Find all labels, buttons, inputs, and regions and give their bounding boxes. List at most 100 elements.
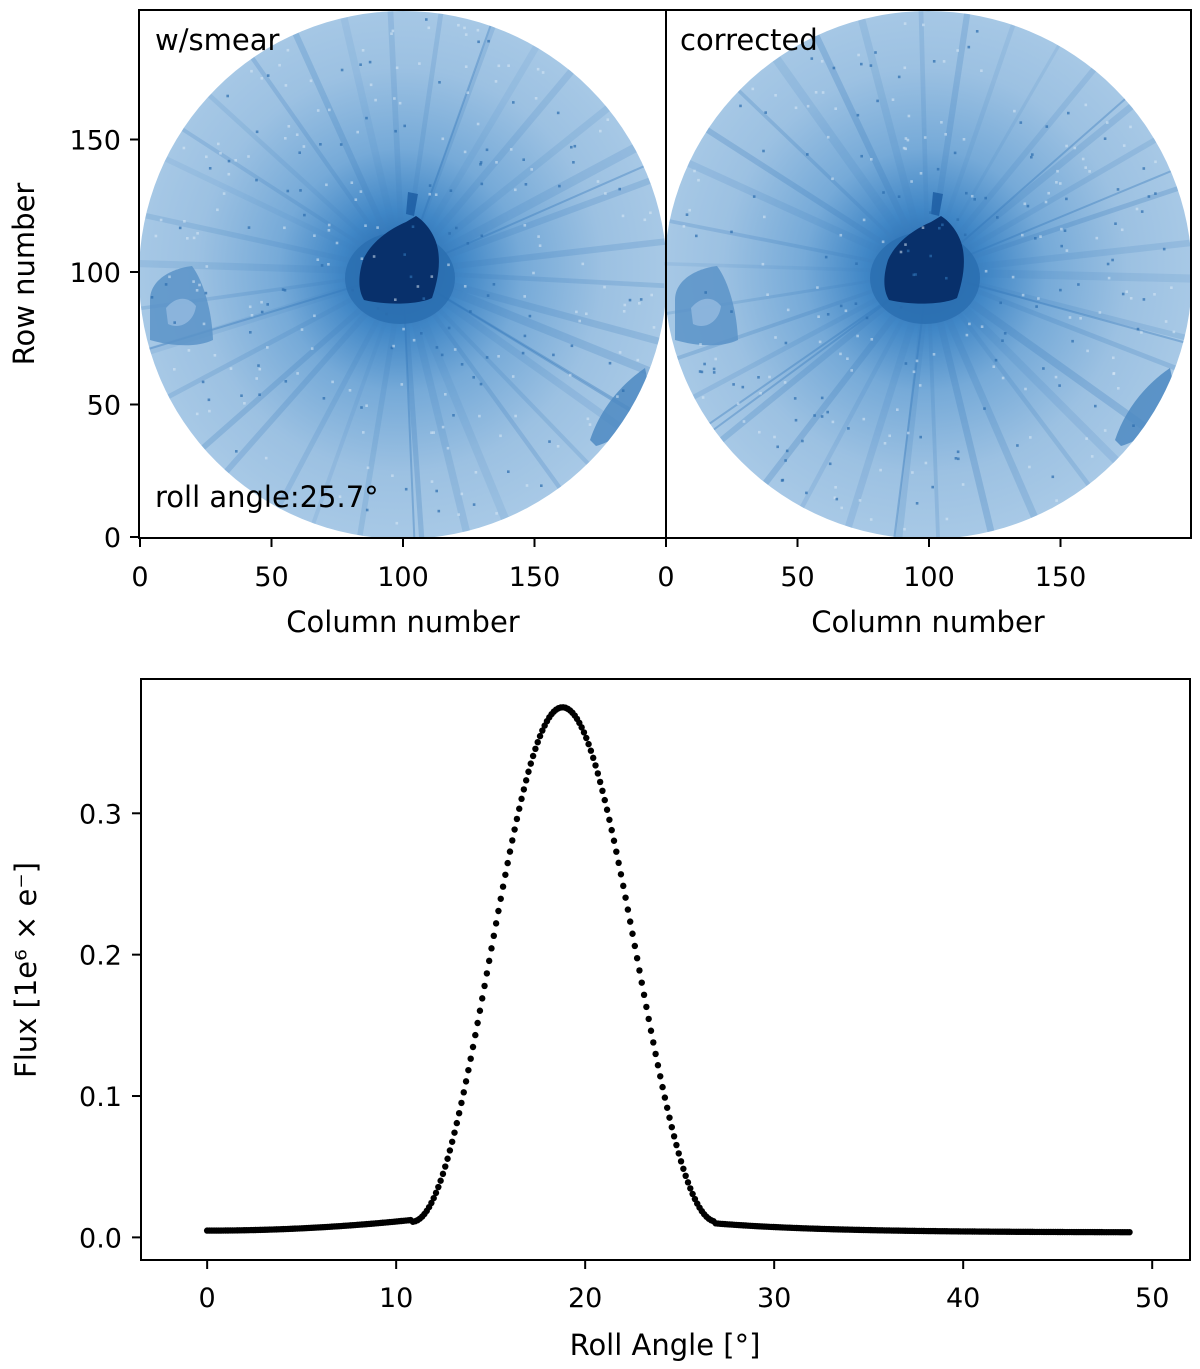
- pixel-speck: [283, 288, 287, 292]
- pixel-speck: [813, 414, 816, 417]
- pixel-speck: [903, 527, 906, 531]
- pixel-speck: [460, 363, 464, 366]
- pixel-speck: [430, 275, 434, 278]
- pixel-speck: [448, 232, 451, 235]
- pixel-speck: [391, 29, 395, 33]
- pixel-speck: [398, 101, 402, 105]
- pixel-speck: [1122, 144, 1126, 147]
- flux-point: [536, 732, 544, 740]
- flux-point: [479, 995, 486, 1002]
- pixel-speck: [511, 375, 515, 378]
- pixel-speck: [603, 285, 606, 289]
- pixel-speck: [919, 435, 922, 439]
- pixel-speck: [855, 262, 858, 265]
- pixel-speck: [464, 33, 468, 36]
- pixel-speck: [732, 383, 735, 386]
- pixel-speck: [463, 285, 467, 288]
- pixel-speck: [492, 283, 496, 286]
- flux-point: [590, 754, 597, 762]
- pixel-speck: [759, 392, 762, 395]
- pixel-speck: [395, 66, 399, 70]
- pixel-speck: [793, 397, 797, 400]
- flux-point: [666, 1114, 673, 1121]
- flux-point: [620, 882, 627, 890]
- flux-point: [502, 871, 509, 878]
- pixel-speck: [1060, 227, 1063, 231]
- pixel-speck: [376, 307, 380, 310]
- pixel-speck: [573, 144, 577, 148]
- pixel-speck: [403, 253, 406, 256]
- pixel-speck: [447, 263, 450, 267]
- pixel-speck: [961, 483, 965, 486]
- flux-point: [462, 1078, 470, 1085]
- pixel-speck: [486, 294, 490, 297]
- pixel-speck: [394, 298, 397, 301]
- pixel-speck: [248, 305, 252, 309]
- pixel-speck: [1140, 331, 1143, 334]
- pixel-speck: [599, 129, 602, 133]
- flux-point: [509, 837, 516, 844]
- pixel-speck: [1142, 298, 1146, 301]
- pixel-speck: [447, 326, 451, 330]
- pixel-speck: [876, 99, 879, 103]
- pixel-speck: [1065, 197, 1068, 201]
- pixel-speck: [213, 354, 217, 357]
- pixel-speck: [187, 349, 191, 352]
- pixel-speck: [1037, 297, 1040, 300]
- pixel-speck: [903, 66, 907, 70]
- flux-point: [490, 932, 497, 940]
- flux-point: [430, 1194, 437, 1202]
- pixel-speck: [452, 414, 455, 417]
- pixel-speck: [1136, 327, 1140, 331]
- pixel-speck: [1045, 125, 1049, 128]
- pixel-speck: [296, 372, 299, 375]
- pixel-speck: [891, 98, 895, 101]
- pixel-speck: [618, 351, 622, 354]
- pixel-speck: [814, 91, 818, 94]
- flux-point: [594, 770, 602, 777]
- xlabel-right: Column number: [811, 605, 1045, 639]
- pixel-speck: [1111, 258, 1114, 262]
- pixel-speck: [1084, 166, 1087, 169]
- pixel-speck: [260, 310, 264, 314]
- pixel-speck: [219, 151, 222, 155]
- pixel-speck: [299, 189, 302, 192]
- pixel-speck: [320, 264, 324, 267]
- pixel-speck: [968, 322, 971, 326]
- pixel-speck: [649, 211, 652, 215]
- pixel-speck: [266, 74, 270, 77]
- pixel-speck: [902, 146, 906, 150]
- pixel-speck: [159, 218, 163, 222]
- pixel-speck: [914, 273, 917, 276]
- roll-angle-annotation: roll angle:25.7°: [155, 480, 379, 514]
- pixel-speck: [994, 358, 998, 362]
- pixel-speck: [361, 49, 365, 52]
- flux-point: [534, 738, 541, 746]
- pixel-speck: [207, 398, 211, 402]
- flux-point: [453, 1119, 461, 1127]
- pixel-speck: [870, 338, 874, 341]
- pixel-speck: [956, 218, 960, 221]
- pixel-speck: [205, 265, 209, 268]
- pixel-speck: [1154, 192, 1157, 195]
- pixel-speck: [477, 40, 480, 44]
- pixel-speck: [940, 121, 943, 124]
- pixel-speck: [522, 158, 525, 161]
- flux-point: [585, 740, 592, 748]
- pixel-speck: [227, 159, 231, 163]
- pixel-speck: [202, 322, 206, 326]
- pixel-speck: [741, 385, 745, 389]
- pixel-speck: [362, 431, 365, 434]
- flux-point: [448, 1138, 456, 1145]
- pixel-speck: [781, 478, 785, 482]
- pixel-speck: [784, 341, 788, 345]
- pixel-speck: [514, 188, 517, 192]
- pixel-speck: [899, 250, 903, 254]
- pixel-speck: [897, 195, 901, 198]
- pixel-speck: [303, 213, 306, 217]
- pixel-speck: [286, 189, 290, 193]
- pixel-speck: [826, 313, 830, 316]
- pixel-speck: [255, 377, 258, 380]
- pixel-speck: [1107, 276, 1111, 280]
- pixel-speck: [883, 442, 887, 445]
